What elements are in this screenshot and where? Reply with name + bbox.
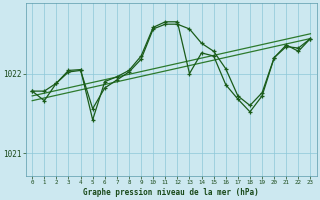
X-axis label: Graphe pression niveau de la mer (hPa): Graphe pression niveau de la mer (hPa) bbox=[84, 188, 259, 197]
